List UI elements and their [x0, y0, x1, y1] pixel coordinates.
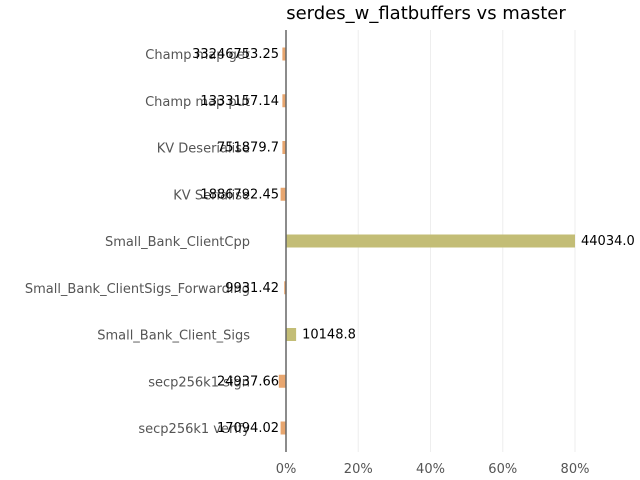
bar-3	[280, 187, 286, 201]
data-label-2: 751879.7	[217, 141, 279, 156]
bar-2	[282, 141, 286, 154]
bar-4	[286, 234, 575, 248]
x-tick-label-3: 60%	[488, 462, 517, 477]
bar-5	[284, 281, 286, 295]
x-tick-label-4: 80%	[561, 462, 590, 477]
category-labels: Champ map get Champ map put KV Deserialise…	[25, 48, 250, 437]
category-label-2: KV Deserialise	[157, 142, 250, 157]
bar-8	[280, 421, 286, 435]
data-label-5: 9931.42	[225, 281, 279, 296]
category-label-1: Champ map put	[145, 95, 250, 110]
category-label-4: Small_Bank_ClientCpp	[105, 235, 250, 250]
data-label-0: 33246753.25	[192, 47, 279, 62]
category-label-7: secp256k1 sign	[148, 375, 250, 390]
chart-title: serdes_w_flatbuffers vs master	[286, 3, 566, 24]
x-tick-label-0: 0%	[276, 462, 297, 477]
data-label-1: 1333157.14	[200, 94, 279, 109]
bars	[278, 47, 575, 435]
bar-7	[278, 374, 286, 388]
category-label-8: secp256k1 verify	[138, 422, 250, 437]
category-label-5: Small_Bank_ClientSigs_Forwarding	[25, 282, 250, 297]
category-label-0: Champ map get	[145, 48, 250, 63]
bar-0	[282, 47, 286, 61]
data-label-8: 17094.02	[217, 421, 279, 436]
data-label-6: 10148.8	[302, 328, 356, 343]
category-label-6: Small_Bank_Client_Sigs	[97, 329, 250, 344]
bar-6	[286, 328, 297, 341]
data-labels: 33246753.25 1333157.14 751879.7 1886792.45 4…	[192, 47, 635, 436]
data-label-4: 44034.0	[581, 234, 635, 249]
x-tick-label-1: 20%	[344, 462, 373, 477]
category-label-3: KV Serialise	[173, 188, 250, 203]
x-tick-labels: 0% 20% 40% 60% 80%	[276, 462, 590, 477]
bar-1	[282, 94, 286, 108]
data-label-7: 24937.66	[217, 374, 279, 389]
x-tick-label-2: 40%	[416, 462, 445, 477]
data-label-3: 1886792.45	[200, 187, 279, 202]
